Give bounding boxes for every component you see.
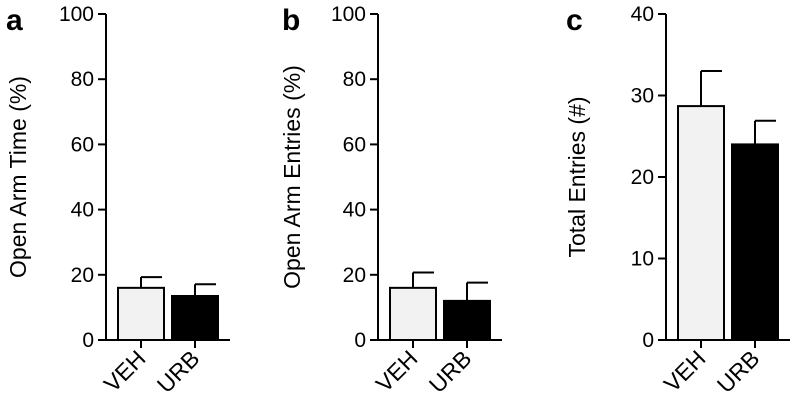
bar-veh [117,286,165,341]
bar-veh [389,286,437,341]
x-category-label: VEH [371,345,423,397]
x-category-label: VEH [99,345,151,397]
y-axis-title: Open Arm Entries (%) [279,65,305,289]
panel-b: b Open Arm Entries (%) 0 20 40 60 80 100 VEH URB [279,3,502,398]
panel-letter: b [282,4,300,37]
y-tick-label: 60 [71,133,94,156]
bar-veh [677,105,725,341]
y-tick-label: 20 [631,166,654,189]
x-category-label: URB [712,345,765,398]
y-tick-label: 60 [343,133,366,156]
bar-urb [731,143,779,341]
y-tick-label: 80 [71,68,94,91]
y-tick-label: 40 [343,199,366,222]
bar-urb [171,294,219,341]
y-tick-label: 0 [354,329,366,352]
panel-letter: c [566,4,583,37]
y-tick-label: 20 [343,264,366,287]
panel-a: a Open Arm Time (%) 0 20 40 60 80 100 VEH URB [5,3,230,398]
y-tick-label: 10 [631,248,654,271]
y-tick-label: 0 [82,329,94,352]
x-category-label: URB [152,345,205,398]
y-tick-label: 100 [331,3,366,26]
y-axis-title: Total Entries (#) [564,96,590,257]
panel-c: c Total Entries (#) 0 10 20 30 40 VEH URB [564,3,790,398]
y-tick-label: 0 [642,329,654,352]
panel-letter: a [6,4,23,37]
y-tick-label: 40 [71,199,94,222]
y-tick-label: 40 [631,3,654,26]
x-category-label: VEH [659,345,711,397]
y-tick-label: 30 [631,85,654,108]
x-category-label: URB [424,345,477,398]
bar-urb [443,299,491,342]
y-axis-title: Open Arm Time (%) [5,76,31,278]
y-tick-label: 80 [343,68,366,91]
y-tick-label: 100 [59,3,94,26]
y-tick-label: 20 [71,264,94,287]
